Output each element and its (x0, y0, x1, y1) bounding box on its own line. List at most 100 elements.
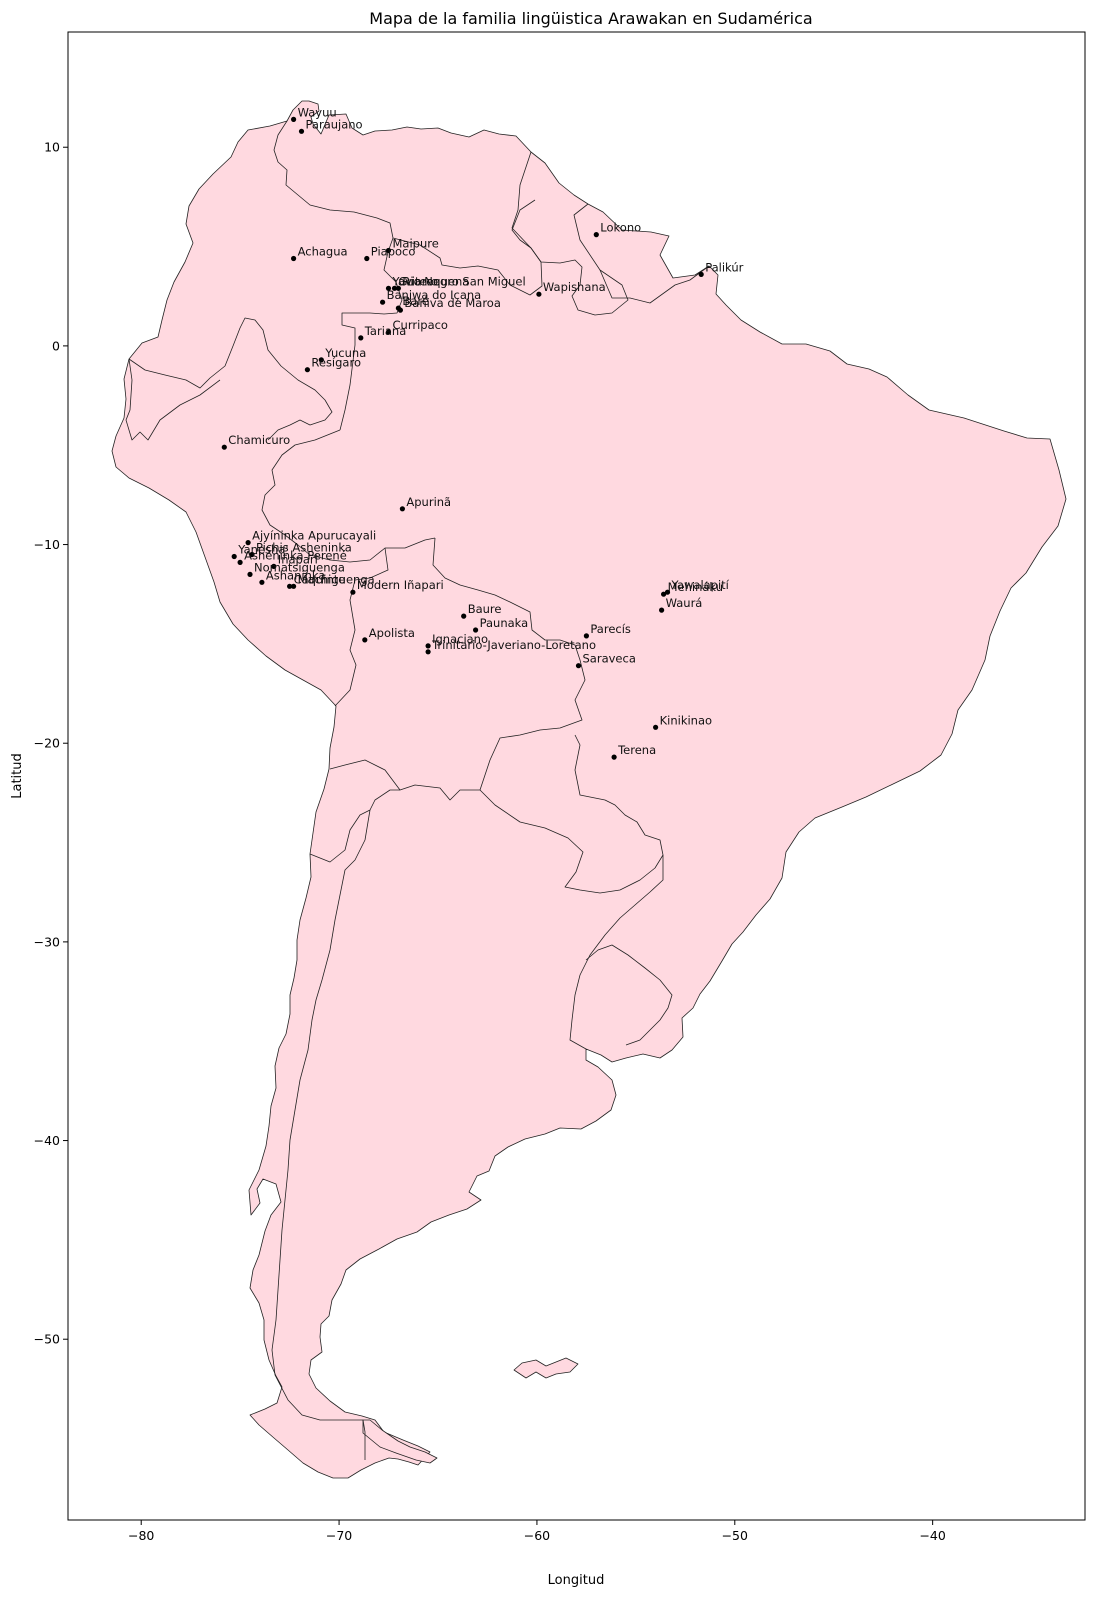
language-marker (364, 255, 370, 262)
y-axis-ticks: 10 0 −10 −20 −30 −40 −50 (34, 140, 68, 1347)
y-tick-label: −30 (34, 934, 60, 949)
language-label: Terena (617, 743, 656, 757)
x-tick-label: −60 (524, 1528, 550, 1543)
language-marker (536, 291, 542, 297)
language-label: Chamicuro (228, 433, 290, 447)
language-markers (221, 116, 704, 760)
language-marker (385, 285, 392, 291)
x-axis-label: Longitud (548, 1573, 605, 1588)
language-label: Baure (468, 602, 502, 616)
x-tick-label: −80 (128, 1528, 154, 1543)
language-label: Yanesha' (237, 543, 288, 557)
language-label: Wayuu (298, 105, 337, 119)
language-label: Guarequena (399, 274, 470, 288)
language-marker (391, 285, 398, 291)
south-america-landmass (111, 100, 1067, 1479)
language-label: Caquinte (294, 572, 346, 586)
x-tick-label: −40 (919, 1528, 945, 1543)
language-marker (385, 247, 392, 254)
language-label: Achagua (298, 245, 348, 259)
y-tick-label: 10 (44, 140, 60, 155)
language-label: Yucuna (324, 346, 366, 360)
y-tick-label: −40 (34, 1133, 60, 1148)
language-marker (291, 255, 297, 262)
language-marker (245, 540, 251, 546)
language-label: Baniwa do Içana (387, 288, 482, 302)
language-marker (399, 506, 405, 512)
language-marker (358, 335, 364, 341)
language-marker (395, 285, 401, 291)
language-marker (231, 553, 237, 560)
chart-title: Mapa de la familia lingüistica Arawakan … (369, 9, 812, 28)
language-label: Baré (402, 294, 429, 308)
language-label: Apurinã (406, 495, 451, 509)
language-label: Pichis Asheninka (256, 541, 352, 555)
language-marker (397, 307, 403, 313)
language-marker (575, 663, 582, 669)
language-marker (291, 116, 297, 122)
plot-frame (67, 31, 1086, 1521)
language-label: Wapishana (543, 280, 606, 294)
language-label: Piapoco (371, 245, 416, 259)
language-marker (271, 563, 277, 570)
map-area (111, 100, 1067, 1479)
language-marker (304, 367, 310, 373)
language-label: Yawalapití (671, 578, 730, 592)
language-marker (350, 589, 356, 595)
falkland-islands (513, 1357, 579, 1379)
language-marker (583, 633, 590, 639)
language-marker (461, 613, 467, 619)
language-marker (249, 551, 255, 558)
language-marker (259, 579, 265, 585)
language-label: Kinikinao (660, 713, 712, 727)
language-label: Iñapari (278, 552, 318, 566)
language-label: Waurá (666, 596, 703, 610)
language-marker (291, 583, 297, 589)
language-marker (247, 571, 253, 578)
language-label: Trinitario-Javeriano-Loretano (431, 638, 596, 652)
language-label: Ashaninka (266, 568, 325, 582)
language-label: Resígaro (311, 356, 361, 370)
language-marker (318, 357, 324, 363)
language-marker (473, 627, 479, 633)
language-label: Ajyíninka Apurucayali (252, 529, 376, 543)
language-marker (659, 607, 665, 613)
tierra-del-fuego (362, 1419, 438, 1464)
language-marker (380, 299, 386, 305)
x-tick-label: −70 (326, 1528, 352, 1543)
language-label: Nomatsiguenga (254, 560, 345, 574)
language-label: Parecís (590, 622, 631, 636)
language-marker (653, 724, 659, 730)
language-marker (237, 559, 243, 566)
y-tick-label: −20 (34, 736, 60, 751)
language-marker (593, 232, 599, 238)
language-label: Ashéninka Perené (244, 548, 347, 562)
language-label: Tariana (364, 324, 406, 338)
language-label: Rio Negro San Miguel (402, 274, 525, 288)
language-label: Apolista (369, 626, 415, 640)
language-label: Mehináku (668, 580, 723, 594)
language-marker (664, 589, 671, 595)
language-marker (425, 643, 431, 649)
y-tick-label: 0 (52, 338, 60, 353)
language-label: Lokono (600, 221, 641, 235)
language-label: Ignaciano (432, 632, 488, 646)
country-borders (125, 120, 710, 1460)
language-label: Curripaco (393, 318, 448, 332)
language-marker (385, 329, 392, 335)
language-marker (298, 128, 305, 134)
language-label: Modern Iñapari (357, 578, 444, 592)
y-axis-label: Latitud (10, 753, 25, 799)
language-label: Maipure (393, 237, 439, 251)
language-marker (362, 637, 368, 643)
language-label: Yavitero (392, 274, 439, 288)
x-axis-ticks: −80 −70 −60 −50 −40 (128, 1520, 946, 1543)
x-tick-label: −50 (722, 1528, 748, 1543)
language-marker (425, 649, 431, 655)
language-marker (611, 754, 617, 760)
language-marker (221, 444, 227, 450)
language-label: Palikúr (705, 260, 743, 274)
language-label: Machiguenga (298, 572, 375, 586)
